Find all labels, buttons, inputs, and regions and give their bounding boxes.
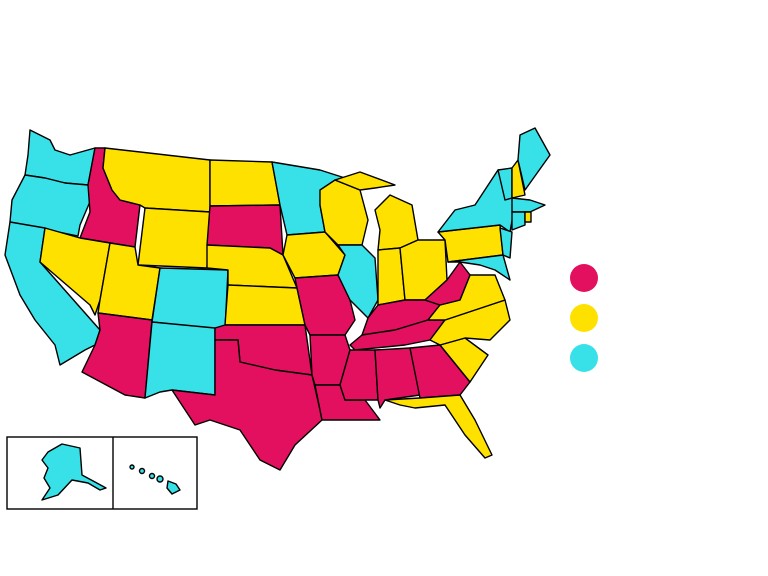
state [409,344,471,399]
state [374,194,419,251]
state [39,227,111,316]
state [384,394,493,459]
hawaii [129,464,181,495]
state [511,211,526,231]
legend-swatch [570,264,598,292]
state [144,321,216,399]
state [151,267,229,331]
state [148,472,156,480]
state [447,254,511,281]
legend-swatch [570,304,598,332]
state [499,227,513,259]
state [41,443,107,501]
state [511,197,546,213]
state [138,467,146,475]
states [4,127,551,471]
state [524,211,532,223]
state [166,480,181,495]
state [171,339,323,471]
legend [570,264,598,372]
state [517,127,551,191]
state [137,207,211,269]
state [156,475,164,483]
state [511,159,526,199]
state [334,171,396,191]
state [9,174,96,237]
inset-frame [6,436,198,510]
state [129,464,135,470]
inset [6,436,198,510]
state [209,159,281,207]
state [224,284,306,326]
legend-swatch [570,344,598,372]
